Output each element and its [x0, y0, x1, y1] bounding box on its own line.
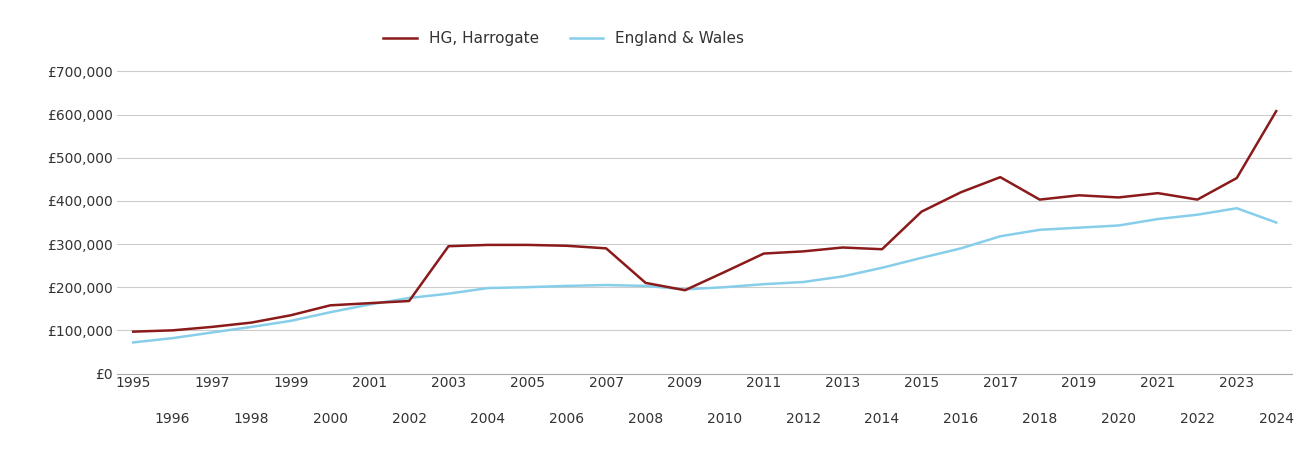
HG, Harrogate — [1190, 197, 1206, 202]
Text: 1998: 1998 — [234, 412, 269, 427]
England & Wales — [638, 283, 654, 288]
HG, Harrogate — [677, 288, 693, 293]
England & Wales — [441, 291, 457, 297]
England & Wales — [716, 284, 732, 290]
Text: 2012: 2012 — [786, 412, 821, 427]
Text: 2014: 2014 — [864, 412, 899, 427]
HG, Harrogate — [638, 280, 654, 286]
HG, Harrogate — [1032, 197, 1048, 202]
HG, Harrogate — [480, 242, 496, 248]
England & Wales — [993, 234, 1009, 239]
England & Wales — [559, 283, 574, 288]
Text: 2000: 2000 — [313, 412, 347, 427]
HG, Harrogate — [756, 251, 771, 256]
HG, Harrogate — [993, 175, 1009, 180]
HG, Harrogate — [716, 270, 732, 275]
England & Wales — [913, 255, 929, 261]
England & Wales — [244, 324, 260, 329]
Text: 2018: 2018 — [1022, 412, 1057, 427]
Text: 2008: 2008 — [628, 412, 663, 427]
HG, Harrogate — [204, 324, 219, 329]
Text: 2022: 2022 — [1180, 412, 1215, 427]
HG, Harrogate — [1229, 176, 1245, 181]
Line: HG, Harrogate: HG, Harrogate — [133, 111, 1276, 332]
HG, Harrogate — [874, 247, 890, 252]
HG, Harrogate — [164, 328, 180, 333]
Legend: HG, Harrogate, England & Wales: HG, Harrogate, England & Wales — [377, 25, 750, 52]
Text: 2006: 2006 — [549, 412, 585, 427]
England & Wales — [1268, 220, 1284, 225]
England & Wales — [953, 246, 968, 251]
HG, Harrogate — [441, 243, 457, 249]
HG, Harrogate — [1071, 193, 1087, 198]
Text: 2004: 2004 — [470, 412, 505, 427]
England & Wales — [401, 295, 416, 301]
HG, Harrogate — [796, 249, 812, 254]
HG, Harrogate — [401, 298, 416, 304]
HG, Harrogate — [244, 320, 260, 325]
England & Wales — [1229, 206, 1245, 211]
England & Wales — [1190, 212, 1206, 217]
England & Wales — [1111, 223, 1126, 228]
Text: 2020: 2020 — [1101, 412, 1137, 427]
England & Wales — [204, 330, 219, 335]
Text: 2024: 2024 — [1259, 412, 1293, 427]
England & Wales — [125, 340, 141, 345]
HG, Harrogate — [322, 302, 338, 308]
HG, Harrogate — [1111, 195, 1126, 200]
England & Wales — [283, 318, 299, 324]
England & Wales — [1032, 227, 1048, 233]
HG, Harrogate — [835, 245, 851, 250]
HG, Harrogate — [913, 209, 929, 214]
HG, Harrogate — [559, 243, 574, 248]
England & Wales — [1071, 225, 1087, 230]
England & Wales — [756, 282, 771, 287]
England & Wales — [598, 282, 613, 288]
HG, Harrogate — [519, 242, 535, 248]
England & Wales — [835, 274, 851, 279]
HG, Harrogate — [283, 313, 299, 318]
England & Wales — [874, 265, 890, 270]
England & Wales — [519, 284, 535, 290]
HG, Harrogate — [598, 246, 613, 251]
Line: England & Wales: England & Wales — [133, 208, 1276, 342]
Text: 2016: 2016 — [944, 412, 979, 427]
England & Wales — [1150, 216, 1165, 222]
HG, Harrogate — [953, 189, 968, 195]
England & Wales — [322, 310, 338, 315]
HG, Harrogate — [1150, 190, 1165, 196]
Text: 2010: 2010 — [707, 412, 743, 427]
England & Wales — [361, 302, 377, 307]
HG, Harrogate — [361, 301, 377, 306]
HG, Harrogate — [1268, 108, 1284, 114]
England & Wales — [164, 335, 180, 341]
Text: 1996: 1996 — [155, 412, 191, 427]
Text: 2002: 2002 — [392, 412, 427, 427]
England & Wales — [480, 285, 496, 291]
England & Wales — [796, 279, 812, 285]
England & Wales — [677, 287, 693, 292]
HG, Harrogate — [125, 329, 141, 334]
